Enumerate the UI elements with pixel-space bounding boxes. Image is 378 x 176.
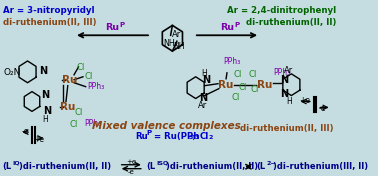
Text: (L: (L bbox=[3, 162, 12, 171]
Text: H: H bbox=[43, 115, 48, 124]
Text: (L: (L bbox=[146, 162, 156, 171]
Text: Ru: Ru bbox=[135, 132, 147, 141]
Text: Cl: Cl bbox=[75, 108, 83, 117]
Text: di-ruthenium(II, III): di-ruthenium(II, III) bbox=[240, 124, 334, 133]
Text: P: P bbox=[234, 22, 239, 28]
Text: di-ruthenium(II, III): di-ruthenium(II, III) bbox=[3, 18, 97, 27]
Text: Cl: Cl bbox=[250, 85, 259, 94]
Text: Ru: Ru bbox=[220, 23, 234, 32]
Text: Ar = 3-nitropyridyl: Ar = 3-nitropyridyl bbox=[3, 6, 95, 15]
Text: N: N bbox=[280, 75, 288, 85]
Text: +e: +e bbox=[299, 96, 310, 105]
Text: 2: 2 bbox=[208, 135, 212, 140]
Text: N: N bbox=[41, 90, 50, 100]
Text: N: N bbox=[43, 106, 51, 116]
Text: P: P bbox=[146, 130, 152, 136]
Text: Ru: Ru bbox=[62, 75, 77, 85]
Text: PPh₃: PPh₃ bbox=[273, 68, 291, 77]
Text: di-ruthenium(II, II): di-ruthenium(II, II) bbox=[246, 18, 336, 27]
Text: NH: NH bbox=[173, 42, 185, 51]
Text: Cl: Cl bbox=[77, 63, 85, 72]
Text: Ru: Ru bbox=[60, 102, 76, 112]
Text: Ru: Ru bbox=[218, 80, 234, 90]
Text: -e: -e bbox=[319, 104, 326, 113]
Text: Cl: Cl bbox=[70, 120, 78, 129]
Text: NH₂: NH₂ bbox=[163, 39, 178, 48]
Text: 2−: 2− bbox=[266, 161, 276, 166]
Text: Mixed valence complexes: Mixed valence complexes bbox=[92, 121, 240, 131]
Text: +e: +e bbox=[34, 134, 45, 144]
Text: -e: -e bbox=[128, 169, 135, 175]
Text: ISQ: ISQ bbox=[156, 161, 169, 166]
Text: 3)3: 3)3 bbox=[189, 135, 200, 140]
Text: Cl: Cl bbox=[233, 70, 242, 79]
Text: )di-ruthenium(II, II): )di-ruthenium(II, II) bbox=[166, 162, 258, 171]
Text: Ar = 2,4-dinitrophenyl: Ar = 2,4-dinitrophenyl bbox=[227, 6, 336, 15]
Text: -e: -e bbox=[21, 127, 28, 136]
Text: PPh₃: PPh₃ bbox=[84, 119, 101, 128]
Text: Cl: Cl bbox=[199, 132, 209, 141]
Text: H: H bbox=[286, 97, 292, 106]
Text: N: N bbox=[199, 93, 208, 103]
Text: )di-ruthenium(III, II): )di-ruthenium(III, II) bbox=[273, 162, 369, 171]
Text: Cl: Cl bbox=[248, 70, 257, 79]
Text: )di-ruthenium(II, II): )di-ruthenium(II, II) bbox=[20, 162, 112, 171]
Text: N: N bbox=[202, 75, 210, 85]
Text: = Ru(PPh: = Ru(PPh bbox=[151, 132, 199, 141]
Text: H: H bbox=[201, 69, 207, 78]
Text: Ar: Ar bbox=[198, 101, 208, 110]
Text: PPh₃: PPh₃ bbox=[223, 57, 240, 67]
Text: (L: (L bbox=[257, 162, 266, 171]
Text: Ru: Ru bbox=[105, 23, 119, 32]
Text: PPh₃: PPh₃ bbox=[87, 82, 105, 91]
Text: Ru: Ru bbox=[257, 80, 272, 90]
Text: Ar: Ar bbox=[172, 30, 181, 39]
Text: O₂N: O₂N bbox=[3, 68, 21, 77]
Text: Cl: Cl bbox=[85, 72, 93, 81]
Text: Cl: Cl bbox=[231, 93, 240, 102]
Text: IQ: IQ bbox=[12, 161, 20, 166]
Text: P: P bbox=[120, 22, 125, 28]
Text: N: N bbox=[40, 66, 48, 76]
Text: +e: +e bbox=[126, 159, 136, 165]
Text: N: N bbox=[280, 89, 289, 99]
Text: Ar: Ar bbox=[284, 66, 293, 75]
Text: Cl: Cl bbox=[239, 83, 247, 92]
